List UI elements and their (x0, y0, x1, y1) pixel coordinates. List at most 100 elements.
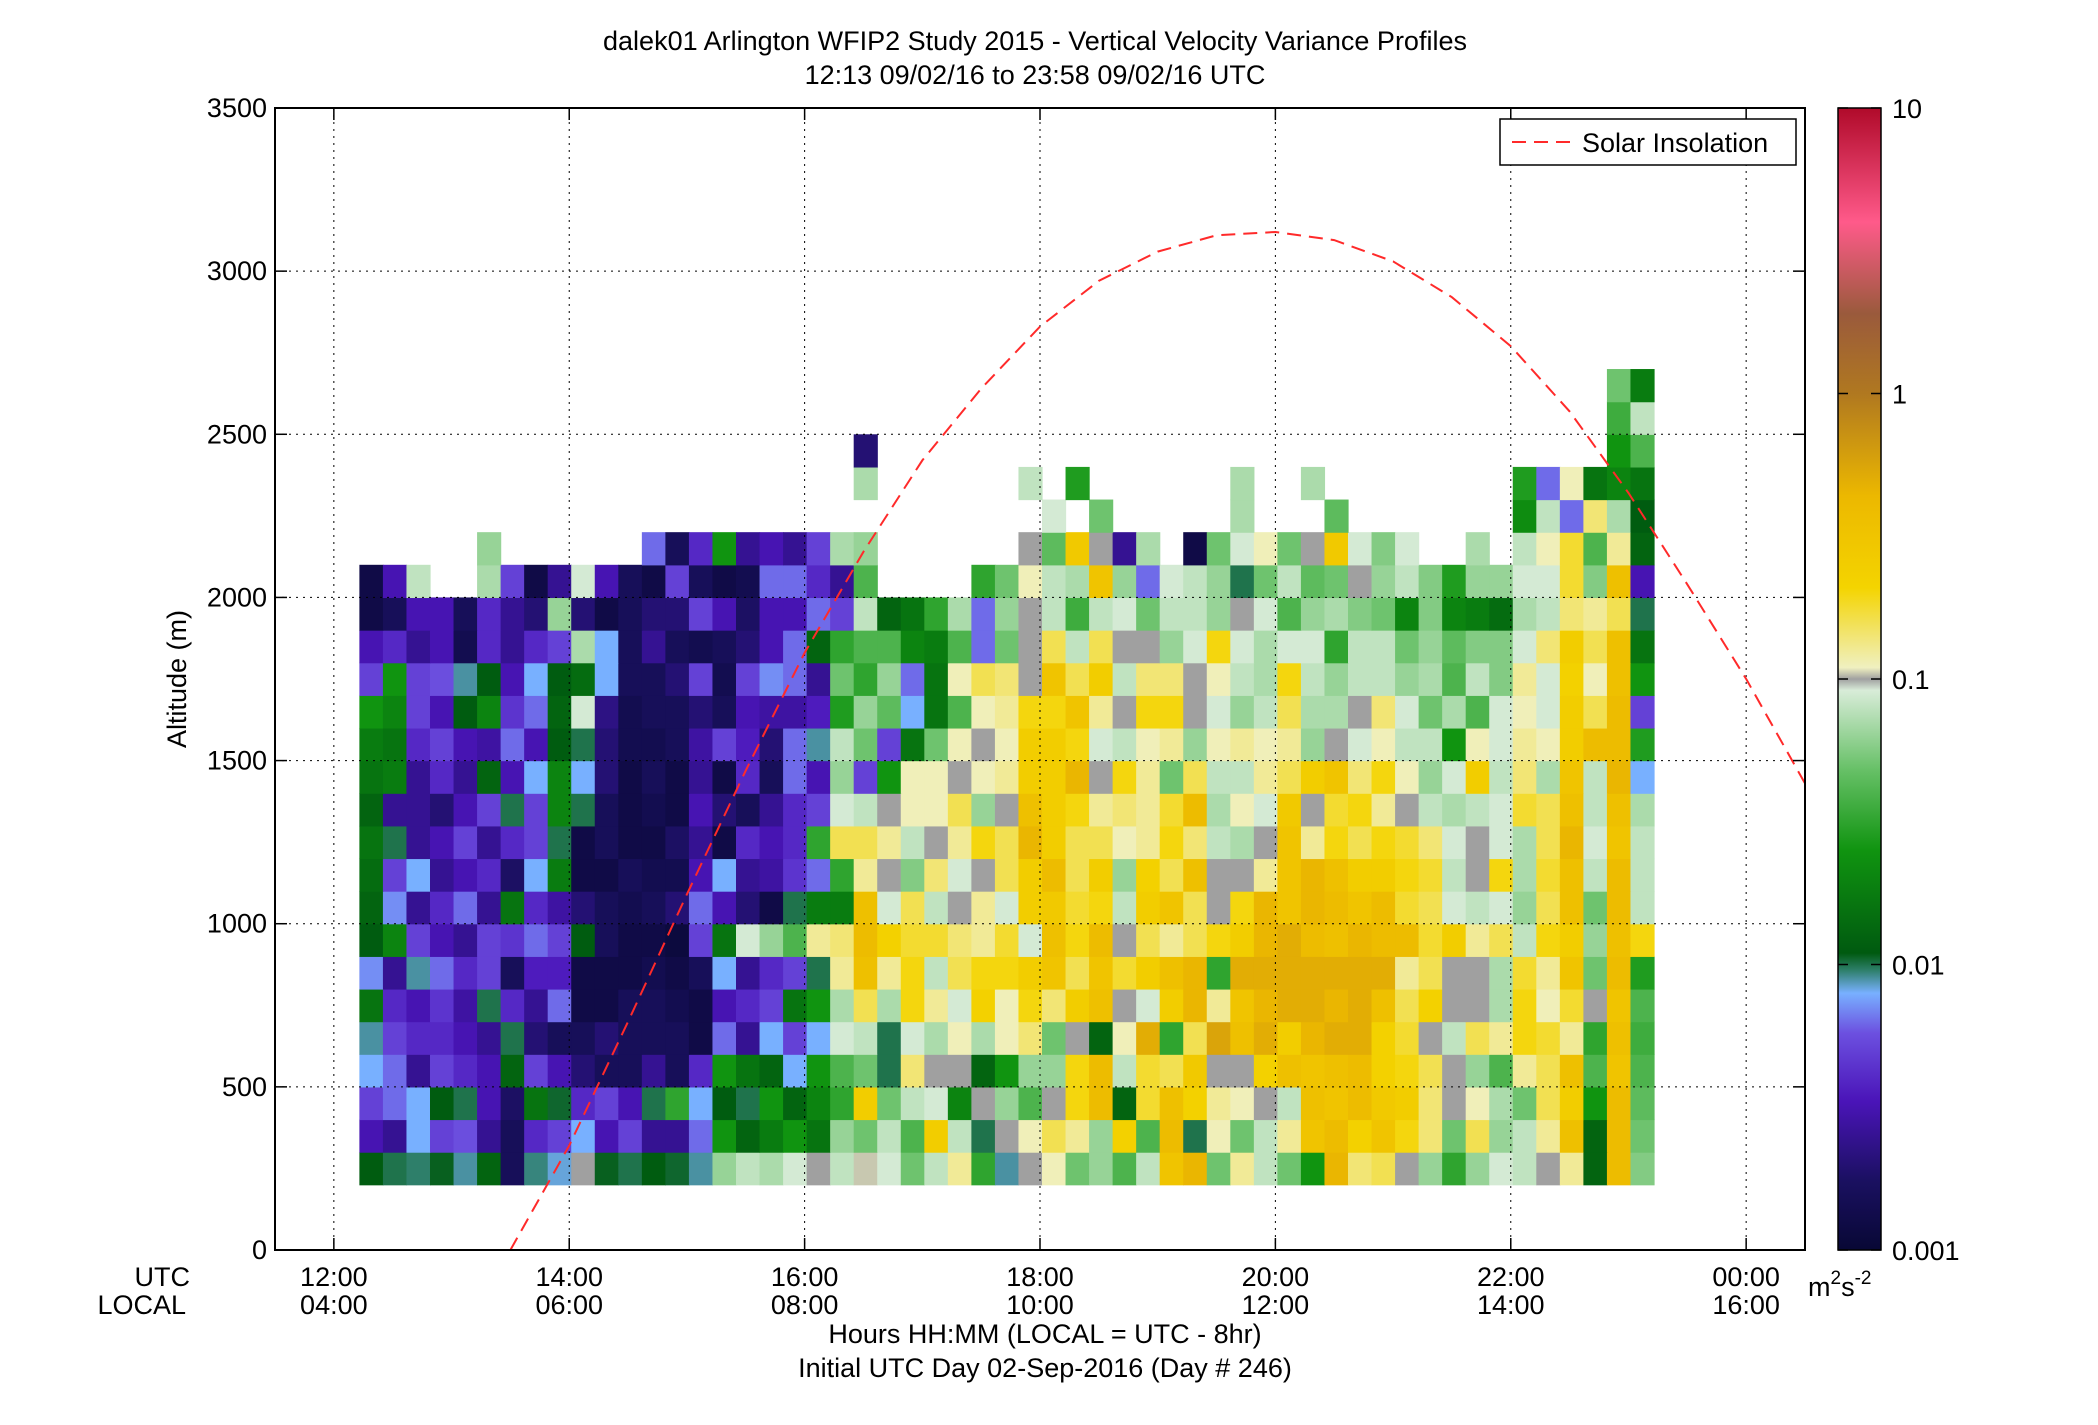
heatmap-cell (1371, 825, 1396, 860)
heatmap-cell (1230, 662, 1255, 696)
heatmap-cell (853, 1152, 878, 1186)
heatmap-cell (1042, 988, 1067, 1023)
heatmap-cell (500, 1086, 525, 1121)
heatmap-cell (924, 727, 949, 762)
heatmap-cell (382, 1119, 408, 1153)
heatmap-cell (618, 956, 643, 990)
heatmap-cell (853, 793, 878, 827)
heatmap-cell (1089, 825, 1114, 860)
heatmap-cell (759, 793, 784, 827)
heatmap-cell (1253, 956, 1278, 990)
heatmap-cell (618, 760, 643, 794)
heatmap-cell (1253, 662, 1278, 696)
heatmap-cell (406, 727, 431, 762)
heatmap-cell (783, 1054, 808, 1088)
heatmap-cell (1206, 597, 1231, 631)
heatmap-cell (453, 825, 478, 860)
chart-title: dalek01 Arlington WFIP2 Study 2015 - Ver… (603, 26, 1467, 56)
heatmap-cell (900, 760, 925, 794)
heatmap-cell (1371, 760, 1396, 794)
heatmap-cell (924, 662, 949, 696)
heatmap-cell (1418, 727, 1443, 762)
heatmap-cell (1512, 597, 1537, 631)
heatmap-cell (971, 1086, 996, 1121)
heatmap-cell (1512, 1119, 1537, 1153)
heatmap-cell (1583, 1119, 1608, 1153)
heatmap-cell (1042, 891, 1067, 925)
heatmap-cell (1348, 956, 1373, 990)
heatmap-cell (688, 630, 714, 664)
x-axis-label: Hours HH:MM (LOCAL = UTC - 8hr) (828, 1319, 1261, 1349)
heatmap-cell (1183, 1119, 1208, 1153)
heatmap-cell (1300, 630, 1326, 664)
heatmap-cell (1183, 727, 1208, 762)
heatmap-cells (359, 369, 1655, 1186)
heatmap-cell (877, 1119, 902, 1153)
heatmap-cell (1136, 923, 1161, 957)
heatmap-cell (1065, 1119, 1090, 1153)
heatmap-cell (1042, 499, 1067, 533)
heatmap-cell (1512, 1086, 1537, 1121)
heatmap-cell (500, 662, 525, 696)
heatmap-cell (1395, 858, 1420, 892)
heatmap-cell (971, 1054, 996, 1088)
heatmap-cell (806, 760, 831, 794)
heatmap-cell (1559, 891, 1584, 925)
heatmap-cell (1230, 891, 1255, 925)
heatmap-cell (1018, 858, 1043, 892)
heatmap-cell (1418, 564, 1443, 599)
heatmap-cell (783, 630, 808, 664)
heatmap-cell (830, 597, 855, 631)
heatmap-cell (359, 727, 384, 762)
heatmap-cell (1136, 825, 1161, 860)
heatmap-cell (571, 1021, 596, 1055)
heatmap-cell (382, 923, 408, 957)
heatmap-cell (1042, 695, 1067, 729)
heatmap-cell (1159, 923, 1184, 957)
heatmap-cell (547, 1054, 572, 1088)
heatmap-cell (759, 858, 784, 892)
heatmap-cell (1630, 793, 1655, 827)
heatmap-cell (1112, 662, 1137, 696)
heatmap-cell (806, 1054, 831, 1088)
heatmap-cell (736, 532, 761, 566)
heatmap-cell (406, 793, 431, 827)
heatmap-cell (1583, 1021, 1608, 1055)
heatmap-cell (1465, 597, 1490, 631)
heatmap-cell (736, 630, 761, 664)
heatmap-cell (877, 1021, 902, 1055)
heatmap-cell (594, 825, 619, 860)
heatmap-cell (1112, 597, 1137, 631)
heatmap-cell (1583, 597, 1608, 631)
heatmap-cell (1253, 858, 1278, 892)
heatmap-cell (806, 825, 831, 860)
heatmap-cell (524, 825, 549, 860)
heatmap-cell (900, 825, 925, 860)
heatmap-cell (1348, 891, 1373, 925)
heatmap-cell (359, 793, 384, 827)
heatmap-cell (641, 988, 666, 1023)
heatmap-cell (1183, 858, 1208, 892)
colorbar: 0.001 0.01 0.1 1 10 m2s-2 (1808, 94, 1960, 1302)
heatmap-cell (853, 923, 878, 957)
heatmap-cell (1395, 532, 1420, 566)
heatmap-cell (1630, 956, 1655, 990)
heatmap-cell (1159, 1021, 1184, 1055)
heatmap-cell (1230, 1021, 1255, 1055)
heatmap-cell (1042, 662, 1067, 696)
heatmap-cell (1465, 564, 1490, 599)
heatmap-cell (1253, 597, 1278, 631)
heatmap-cell (1253, 923, 1278, 957)
heatmap-cell (382, 1086, 408, 1121)
heatmap-cell (547, 825, 572, 860)
heatmap-cell (594, 695, 619, 729)
heatmap-cell (453, 793, 478, 827)
heatmap-cell (1371, 1086, 1396, 1121)
heatmap-cell (759, 695, 784, 729)
heatmap-cell (947, 1054, 972, 1088)
heatmap-cell (1465, 1119, 1490, 1153)
x-tick-label-local: 04:00 (300, 1290, 368, 1320)
heatmap-cell (1089, 1119, 1114, 1153)
heatmap-cell (1018, 597, 1043, 631)
